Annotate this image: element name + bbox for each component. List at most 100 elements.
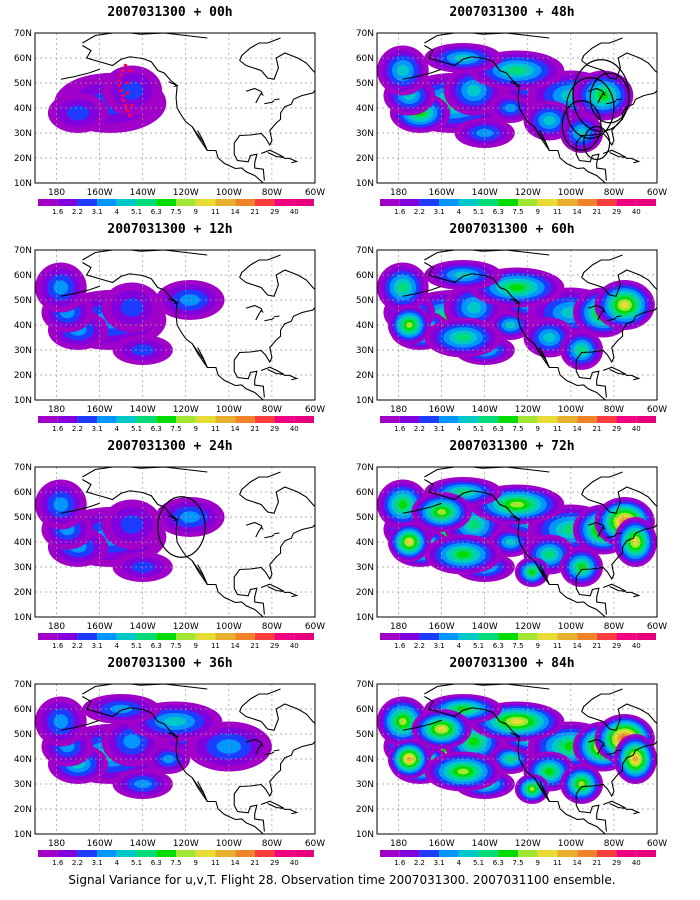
lat-tick-label: 70N [14,29,32,39]
coastline [274,98,280,101]
variance-contour [162,754,175,764]
coastline [510,298,521,305]
coastline [581,52,657,83]
colorbar-swatch [537,633,558,640]
colorbar-swatch [537,416,558,423]
colorbar-label: 3.1 [434,859,445,867]
coastline [283,157,299,164]
colorbar-swatch [596,416,617,423]
variance-contour [529,569,535,575]
colorbar-swatch [116,633,137,640]
coastline [581,254,623,278]
panel-title: 2007031300 + 36h [107,656,233,671]
lon-tick-label: 80W [604,405,624,415]
coastline [597,92,606,104]
lon-tick-label: 160W [87,188,113,198]
coastline [245,521,263,528]
colorbar-swatch [97,850,117,857]
lon-tick-label: 180 [390,405,407,415]
coastline [168,81,179,88]
lat-tick-label: 60N [356,54,374,64]
colorbar-label: 21 [592,859,601,867]
colorbar-swatch [57,416,78,423]
colorbar-swatch [439,850,459,857]
colorbar-label: 5.1 [131,859,142,867]
coastline [245,738,263,745]
coastline [168,298,179,305]
colorbar-swatch [215,850,236,857]
colorbar-label: 1.6 [52,859,64,867]
lon-tick-label: 140W [472,622,498,632]
colorbar-swatch [57,199,78,206]
colorbar-swatch [518,850,538,857]
coastline [283,808,299,815]
colorbar-label: 40 [290,642,299,650]
colorbar-swatch [439,633,459,640]
map-svg: 70N 60N 50N 40N 30N 20N 10N 180 160W 140W 120W 100W… [356,246,667,433]
lat-tick-label: 30N [356,129,374,139]
colorbar-swatch [176,850,196,857]
coastline [255,526,264,538]
lon-tick-label: 180 [390,839,407,849]
variance-contour [578,781,585,787]
colorbar-swatch [195,199,216,206]
lon-tick-label: 180 [390,188,407,198]
variance-contour [399,717,407,726]
colorbar-swatch [38,633,58,640]
colorbar-swatch [38,416,58,423]
variance-contour [543,115,556,126]
lon-tick-label: 160W [429,839,455,849]
coastline [616,532,622,535]
colorbar-label: 1.6 [394,425,406,433]
lat-tick-label: 60N [14,54,32,64]
colorbar-swatch [156,199,176,206]
colorbar-swatch [176,416,196,423]
coastline [239,269,315,300]
colorbar-swatch [294,633,314,640]
colorbar-swatch [136,416,157,423]
coastline [239,471,281,495]
lat-tick-label: 70N [14,246,32,256]
variance-contour [466,84,481,97]
coastline [424,696,606,834]
lat-tick-label: 70N [14,463,32,473]
lat-tick-label: 40N [356,104,374,114]
lat-tick-label: 60N [356,705,374,715]
dropsonde-dot [121,68,126,73]
variance-contour [578,563,586,571]
variance-contour [457,768,469,775]
coastline [233,90,315,147]
coastline [264,317,275,322]
variance-contour [507,66,527,75]
coastline [82,262,264,400]
map-svg: 70N 60N 50N 40N 30N 20N 10N 180 160W 140W 120W 100W… [14,680,325,867]
colorbar-label: 7.5 [512,425,523,433]
colorbar-swatch [254,416,275,423]
colorbar-swatch [195,416,216,423]
colorbar-label: 3.1 [434,425,445,433]
colorbar-swatch [537,199,558,206]
lon-tick-label: 120W [515,839,541,849]
lat-tick-label: 60N [356,271,374,281]
variance-contour [504,103,517,113]
colorbar-swatch [97,199,117,206]
map-panel: 2007031300 + 60h 70N 60N 50N 40N 30N 20N 10N 180… [342,222,682,437]
lat-tick-label: 10N [356,179,374,189]
lon-tick-label: 140W [130,188,156,198]
colorbar-label: 11 [553,425,562,433]
colorbar-label: 40 [632,208,641,216]
colorbar-label: 2.2 [72,208,83,216]
coastline [233,143,265,181]
colorbar-label: 6.3 [493,208,504,216]
lat-tick-label: 70N [356,29,374,39]
variance-contour [406,756,412,762]
lon-tick-label: 60W [305,622,325,632]
coastline [274,315,280,318]
variance-contour [505,321,516,329]
coastline [575,794,607,832]
coastline [575,360,607,398]
colorbar-swatch [116,416,137,423]
variance-contour [120,298,144,317]
lon-tick-label: 100W [558,405,584,415]
lon-tick-label: 60W [647,839,667,849]
